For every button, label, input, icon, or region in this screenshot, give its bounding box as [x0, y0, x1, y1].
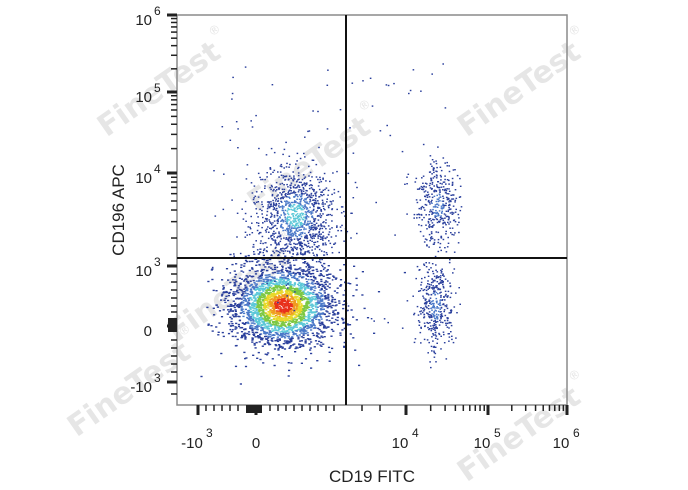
x-tick-label: 0 — [252, 435, 260, 452]
watermark: FineTest® — [451, 21, 587, 144]
y-tick-label: 105 — [135, 81, 161, 106]
svg-text:10: 10 — [135, 12, 152, 29]
x-tick-label: 104 — [392, 426, 419, 452]
svg-text:10: 10 — [474, 435, 491, 452]
svg-text:10: 10 — [135, 170, 152, 187]
x-tick-label: 105 — [474, 426, 501, 452]
y-axis-ticks — [167, 13, 177, 395]
y-tick-label: -103 — [130, 371, 161, 396]
y-tick-label: 104 — [135, 162, 161, 187]
svg-text:4: 4 — [154, 162, 161, 176]
y-tick-label: 106 — [135, 4, 161, 29]
svg-text:10: 10 — [553, 435, 570, 452]
svg-text:-10: -10 — [130, 379, 152, 396]
watermark: FineTest® — [91, 21, 227, 144]
svg-text:0: 0 — [144, 323, 152, 340]
svg-text:10: 10 — [392, 435, 409, 452]
svg-text:3: 3 — [154, 371, 161, 385]
svg-text:6: 6 — [573, 426, 580, 440]
x-tick-label: 106 — [553, 426, 580, 452]
svg-text:10: 10 — [135, 263, 152, 280]
svg-text:0: 0 — [252, 435, 260, 452]
svg-text:-10: -10 — [181, 435, 203, 452]
svg-text:3: 3 — [206, 426, 213, 440]
svg-text:5: 5 — [154, 81, 161, 95]
svg-text:10: 10 — [135, 89, 152, 106]
x-axis-ticks — [196, 405, 569, 415]
y-tick-label: 103 — [135, 255, 161, 280]
y-tick-label: 0 — [144, 323, 152, 340]
x-tick-label: -103 — [181, 426, 213, 452]
svg-text:6: 6 — [154, 4, 161, 18]
scatter-points — [200, 63, 463, 385]
svg-text:3: 3 — [154, 255, 161, 269]
svg-text:5: 5 — [494, 426, 501, 440]
x-axis-title: CD19 FITC — [329, 467, 415, 486]
y-axis-title: CD196 APC — [109, 164, 128, 256]
svg-text:4: 4 — [412, 426, 419, 440]
